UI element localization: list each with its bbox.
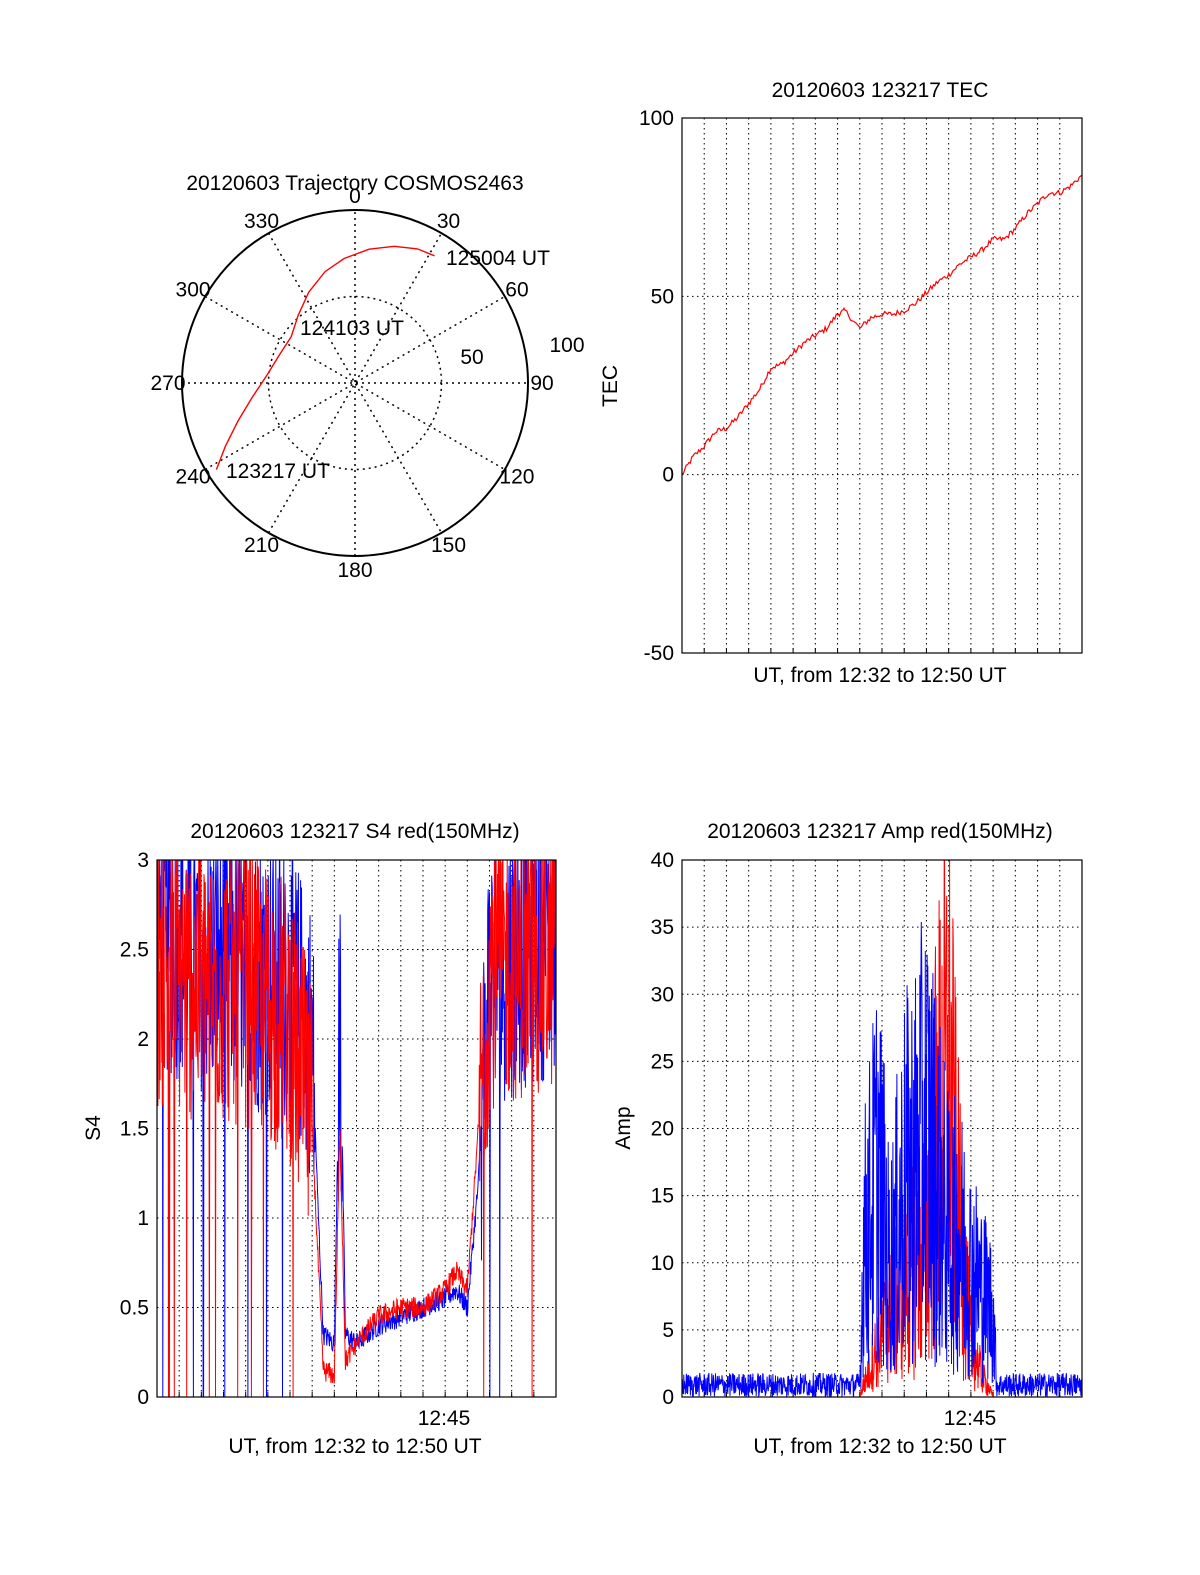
tec-xlabel: UT, from 12:32 to 12:50 UT <box>753 664 1006 687</box>
polar-radial-label-100: 100 <box>549 334 584 357</box>
tec-line <box>681 174 1083 475</box>
polar-title: 20120603 Trajectory COSMOS2463 <box>186 172 523 195</box>
tec-grid <box>681 118 1083 653</box>
s4-series-red <box>157 860 556 1397</box>
s4-plot-frame <box>156 859 557 1398</box>
s4-series <box>157 860 556 1397</box>
polar-azimuth-label: 180 <box>337 559 372 582</box>
ytick-label: 2 <box>137 1028 149 1051</box>
ytick-label: 1.5 <box>120 1118 149 1141</box>
ytick-label: 50 <box>651 285 674 308</box>
polar-azimuth-label: 210 <box>244 534 279 557</box>
amp-title: 20120603 123217 Amp red(150MHz) <box>707 820 1053 843</box>
tec-ylabel: TEC <box>599 365 622 407</box>
amp-series <box>682 860 1082 1397</box>
tec-ytick-labels: 100 50 0 -50 <box>639 107 674 665</box>
polar-spoke <box>204 295 506 471</box>
ytick-label: 0 <box>662 1386 674 1409</box>
tec-series <box>681 174 1083 475</box>
ytick-label: 0 <box>137 1386 149 1409</box>
polar-azimuth-label: 0 <box>349 185 361 208</box>
trajectory-line <box>215 245 435 470</box>
polar-azimuth-label: 300 <box>176 279 211 302</box>
polar-radial-label-50: 50 <box>460 346 483 369</box>
ytick-label: 3 <box>137 849 149 872</box>
polar-azimuth-label: 120 <box>499 466 534 489</box>
polar-spoke <box>204 295 506 471</box>
ytick-label: 5 <box>662 1319 674 1342</box>
ytick-label: 10 <box>651 1252 674 1275</box>
s4-title: 20120603 123217 S4 red(150MHz) <box>190 820 519 843</box>
amp-series-blue <box>682 921 1082 1397</box>
ytick-label: 0.5 <box>120 1297 149 1320</box>
amp-ytick-labels: 0 5 10 15 20 25 30 35 40 <box>651 849 674 1409</box>
polar-trajectory <box>215 245 435 470</box>
polar-spoke <box>267 232 443 534</box>
ytick-label: 15 <box>651 1185 674 1208</box>
ytick-label: 2.5 <box>120 939 149 962</box>
ytick-label: -50 <box>644 642 674 665</box>
annotation-end-time: 125004 UT <box>446 247 550 270</box>
annotation-mid-time: 124103 UT <box>300 317 404 340</box>
ytick-label: 20 <box>651 1118 674 1141</box>
ytick-label: 1 <box>137 1207 149 1230</box>
s4-xlabel: UT, from 12:32 to 12:50 UT <box>228 1435 481 1458</box>
polar-azimuth-label: 150 <box>431 534 466 557</box>
polar-azimuth-label: 330 <box>244 210 279 233</box>
ytick-label: 30 <box>651 983 674 1006</box>
amp-ylabel: Amp <box>612 1106 635 1149</box>
ytick-label: 35 <box>651 916 674 939</box>
tec-plot-frame <box>681 117 1083 654</box>
tec-title: 20120603 123217 TEC <box>772 79 989 102</box>
amp-panel: 20120603 123217 Amp red(150MHz) 0 5 10 15 20… <box>612 820 1083 1458</box>
polar-azimuth-label: 90 <box>530 372 553 395</box>
polar-azimuth-labels: 0 30 60 90 120 150 180 210 240 270 300 330 <box>150 185 553 582</box>
s4-ylabel: S4 <box>82 1115 105 1141</box>
s4-panel: 20120603 123217 S4 red(150MHz) 0 0.5 1 1.5 2… <box>82 820 557 1458</box>
s4-xtick-1245: 12:45 <box>418 1407 471 1430</box>
amp-xlabel: UT, from 12:32 to 12:50 UT <box>753 1435 1006 1458</box>
ytick-label: 100 <box>639 107 674 130</box>
ytick-label: 40 <box>651 849 674 872</box>
trajectory-polar-panel: 20120603 Trajectory COSMOS2463 0 30 60 90 12… <box>150 172 584 582</box>
tec-panel: 20120603 123217 TEC 100 50 0 -50 UT, from 1… <box>599 79 1083 687</box>
amp-plot-frame <box>681 859 1083 1398</box>
polar-azimuth-label: 270 <box>150 372 185 395</box>
polar-spoke <box>267 232 443 534</box>
annotation-start-time: 123217 UT <box>226 460 330 483</box>
ytick-label: 25 <box>651 1050 674 1073</box>
polar-azimuth-label: 60 <box>505 279 528 302</box>
polar-grid <box>181 209 529 557</box>
ytick-label: 0 <box>662 464 674 487</box>
polar-azimuth-label: 30 <box>437 210 460 233</box>
polar-azimuth-label: 240 <box>176 466 211 489</box>
amp-xtick-1245: 12:45 <box>944 1407 997 1430</box>
s4-ytick-labels: 0 0.5 1 1.5 2 2.5 3 <box>120 849 149 1409</box>
